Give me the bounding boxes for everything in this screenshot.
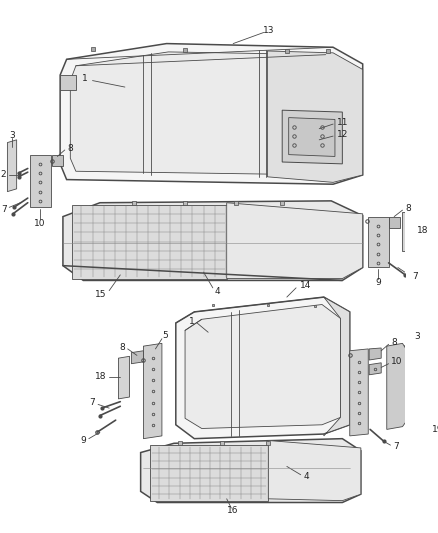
Text: 8: 8 — [119, 343, 125, 352]
Text: 9: 9 — [375, 278, 381, 287]
Text: 1: 1 — [188, 317, 194, 326]
Polygon shape — [407, 425, 427, 453]
Text: 8: 8 — [392, 338, 397, 347]
Polygon shape — [60, 75, 76, 90]
Polygon shape — [282, 110, 343, 164]
Polygon shape — [63, 201, 363, 280]
Polygon shape — [71, 52, 353, 175]
Polygon shape — [118, 357, 130, 399]
Polygon shape — [268, 440, 361, 500]
Polygon shape — [131, 351, 143, 364]
Text: 7: 7 — [89, 398, 95, 407]
Text: 18: 18 — [417, 226, 429, 235]
Polygon shape — [7, 140, 17, 192]
Text: 13: 13 — [262, 26, 274, 35]
Polygon shape — [141, 439, 361, 503]
Polygon shape — [289, 118, 335, 157]
Polygon shape — [176, 297, 350, 439]
Text: 18: 18 — [95, 372, 106, 381]
Text: 10: 10 — [392, 357, 403, 366]
Polygon shape — [60, 44, 363, 184]
Polygon shape — [227, 203, 363, 279]
Text: 14: 14 — [300, 281, 311, 290]
Polygon shape — [389, 216, 400, 228]
Polygon shape — [52, 155, 63, 166]
Text: 4: 4 — [215, 287, 220, 296]
Text: 12: 12 — [337, 130, 348, 139]
Text: 15: 15 — [95, 290, 106, 299]
Polygon shape — [324, 297, 350, 436]
Polygon shape — [268, 51, 363, 182]
Text: 3: 3 — [9, 131, 15, 140]
Text: 19: 19 — [432, 425, 438, 434]
Polygon shape — [369, 363, 381, 375]
Text: 9: 9 — [80, 436, 86, 445]
Polygon shape — [185, 304, 340, 429]
Polygon shape — [72, 205, 227, 279]
Text: 11: 11 — [337, 118, 348, 127]
Polygon shape — [350, 349, 368, 436]
Text: 7: 7 — [412, 272, 417, 281]
Text: 16: 16 — [227, 506, 239, 515]
Text: 7: 7 — [1, 205, 7, 214]
Text: 8: 8 — [405, 204, 411, 213]
Polygon shape — [150, 445, 268, 500]
Polygon shape — [30, 155, 51, 207]
Polygon shape — [369, 348, 381, 360]
Text: 5: 5 — [162, 332, 168, 341]
Text: 2: 2 — [1, 171, 7, 180]
Polygon shape — [387, 343, 407, 430]
Polygon shape — [403, 212, 412, 251]
Polygon shape — [143, 343, 162, 439]
Text: 4: 4 — [304, 472, 309, 481]
Text: 3: 3 — [414, 333, 420, 341]
Text: 10: 10 — [34, 219, 46, 228]
Text: 1: 1 — [82, 74, 88, 83]
Text: 8: 8 — [67, 143, 73, 152]
Polygon shape — [368, 216, 389, 268]
Text: 7: 7 — [393, 442, 399, 451]
